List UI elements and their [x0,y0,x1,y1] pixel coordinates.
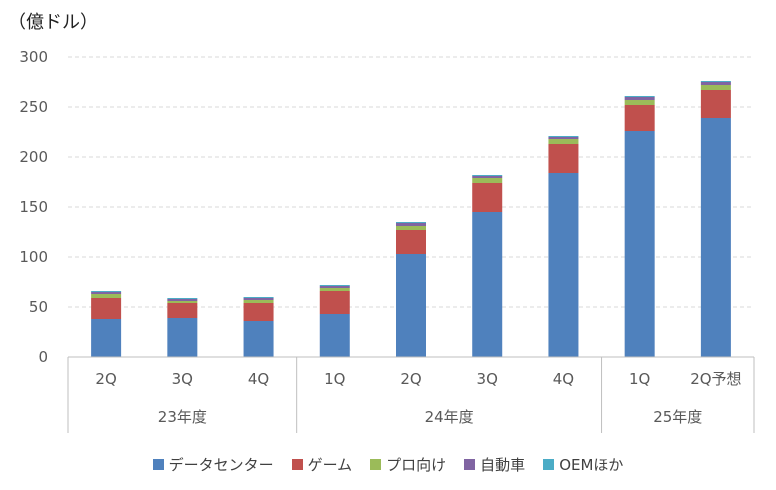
bar-segment-4 [548,136,579,137]
x-axis: 2Q 3Q 4Q 1Q 2Q 3Q 4Q 1Q 2Q予想 23年度 24年度 25年度 [67,356,755,433]
bar-segment-2 [700,85,731,90]
legend-swatch [543,458,555,470]
bar-segment-1 [624,105,655,131]
bar-segment-3 [167,299,198,301]
legend-item: OEMほか [543,454,623,475]
bar-segment-3 [91,292,122,294]
y-tick-label: 300 [19,48,48,66]
unit-label: （億ドル） [8,12,98,33]
y-axis-ticks: 0 50 100 150 200 250 300 [19,48,48,366]
bar-segment-3 [396,223,426,226]
y-tick-label: 250 [19,98,48,116]
bars [91,81,731,357]
x-tick-label: 1Q [629,370,650,388]
legend-swatch [152,458,164,470]
bar-segment-4 [700,81,731,82]
bar-segment-2 [472,178,503,183]
bar-segment-4 [91,291,122,292]
bar-segment-4 [396,222,426,223]
bar-segment-0 [396,254,426,357]
y-tick-label: 100 [19,248,48,266]
bar-segment-4 [167,298,198,299]
bar-segment-0 [167,318,198,357]
bar-segment-2 [167,301,198,303]
y-tick-label: 50 [29,298,48,316]
bar-segment-1 [472,183,503,212]
x-group-label: 25年度 [653,408,702,426]
legend-item: データセンター [152,454,274,475]
legend-item: プロ向け [370,454,446,475]
x-tick-label: 2Q [400,370,421,388]
bar-segment-0 [624,131,655,357]
legend-item: ゲーム [291,454,353,475]
bar-segment-4 [319,285,350,286]
bar-segment-0 [548,173,579,357]
x-group-label: 24年度 [425,408,474,426]
bar-segment-0 [472,212,503,357]
legend: データセンター ゲーム プロ向け 自動車 OEMほか [0,452,776,476]
bar-segment-3 [548,137,579,139]
bar-segment-3 [700,82,731,85]
bar-segment-2 [91,294,122,298]
bar-segment-1 [243,303,274,321]
bar-segment-3 [624,97,655,100]
bar-segment-1 [396,230,426,254]
x-tick-label: 2Q予想 [690,370,741,388]
bar-segment-4 [243,297,274,298]
bar-segment-2 [548,139,579,144]
bar-segment-1 [548,144,579,173]
x-tick-label: 3Q [477,370,498,388]
legend-swatch [370,458,382,470]
legend-label: 自動車 [480,455,526,474]
bar-segment-0 [243,321,274,357]
x-group-label: 23年度 [158,408,207,426]
bar-segment-1 [700,90,731,118]
bar-segment-0 [91,319,122,357]
bar-segment-1 [91,298,122,319]
bar-segment-3 [319,286,350,288]
bar-segment-4 [624,96,655,97]
legend-label: ゲーム [307,455,353,474]
x-tick-label: 2Q [95,370,116,388]
legend-swatch [464,458,476,470]
bar-segment-3 [472,176,503,178]
bar-segment-1 [167,303,198,318]
x-tick-label: 4Q [248,370,269,388]
legend-label: プロ向け [386,455,447,474]
legend-label: データセンター [168,455,274,474]
x-tick-label: 4Q [553,370,574,388]
legend-swatch [291,458,303,470]
legend-item: 自動車 [464,454,525,475]
x-tick-label: 1Q [324,370,345,388]
bar-segment-1 [319,291,350,314]
bar-segment-2 [243,300,274,303]
y-tick-label: 0 [38,348,48,366]
bar-segment-2 [624,100,655,105]
y-tick-label: 200 [19,148,48,166]
bar-segment-4 [472,175,503,176]
bar-segment-3 [243,298,274,300]
bar-segment-2 [396,226,426,230]
y-tick-label: 150 [19,198,48,216]
bar-segment-0 [700,118,731,357]
bar-segment-0 [319,314,350,357]
bar-segment-2 [319,288,350,291]
x-tick-label: 3Q [172,370,193,388]
legend-label: OEMほか [559,455,624,474]
